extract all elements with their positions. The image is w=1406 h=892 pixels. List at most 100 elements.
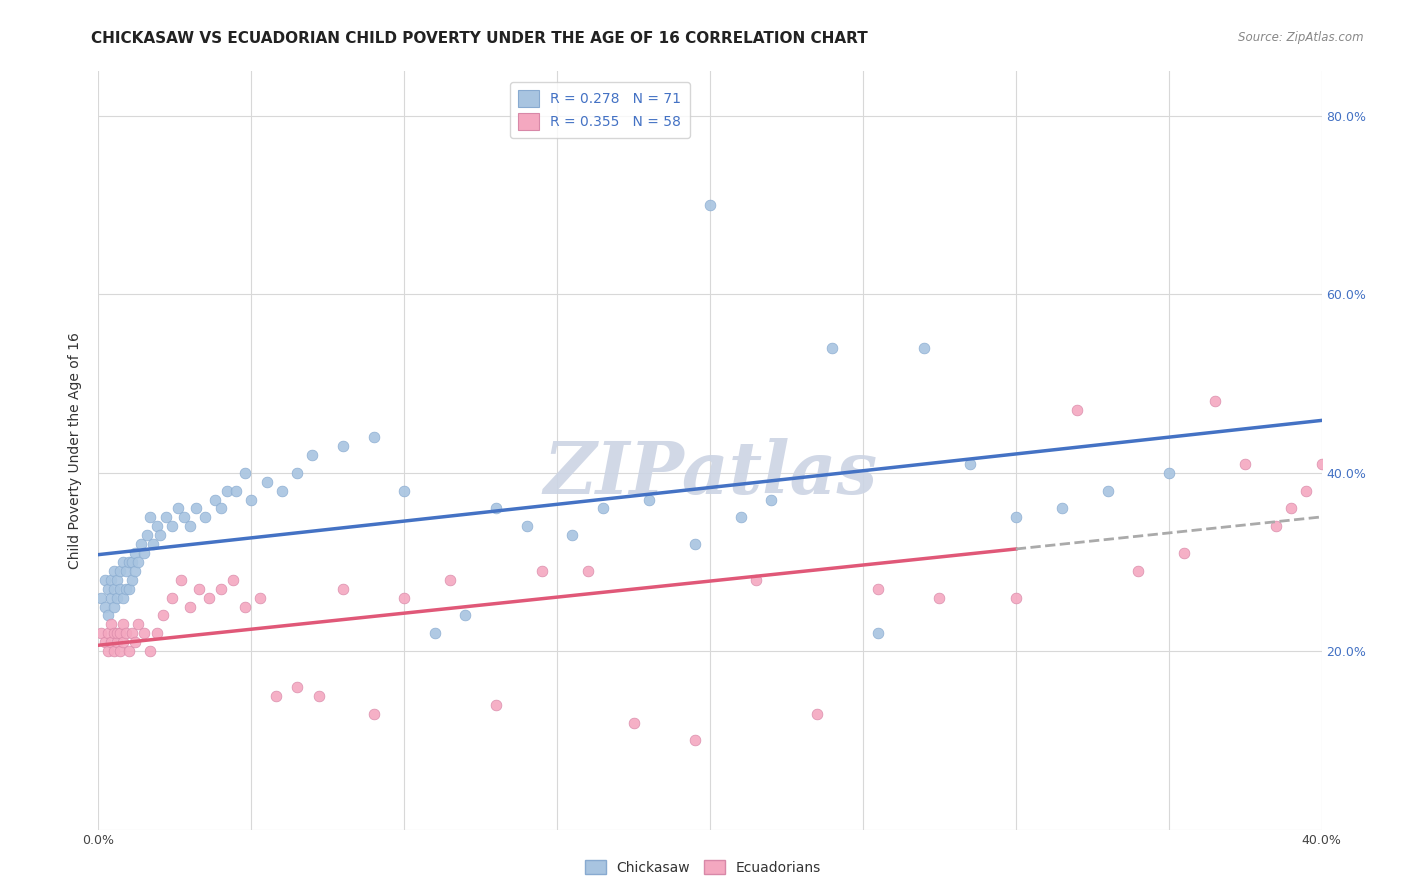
Legend: R = 0.278   N = 71, R = 0.355   N = 58: R = 0.278 N = 71, R = 0.355 N = 58 <box>510 82 690 138</box>
Point <box>170 573 193 587</box>
Point <box>105 635 128 649</box>
Point <box>97 644 120 658</box>
Point <box>912 341 935 355</box>
Point <box>108 564 131 578</box>
Point <box>103 564 125 578</box>
Point <box>225 483 247 498</box>
Point <box>100 617 122 632</box>
Point <box>209 582 232 596</box>
Point <box>1204 394 1226 409</box>
Point <box>103 626 125 640</box>
Point <box>134 546 156 560</box>
Point <box>1264 519 1286 533</box>
Point <box>868 626 890 640</box>
Point <box>637 492 661 507</box>
Point <box>111 591 134 605</box>
Point <box>121 573 143 587</box>
Point <box>139 644 162 658</box>
Point <box>1279 501 1302 516</box>
Point <box>222 573 245 587</box>
Point <box>392 483 416 498</box>
Point <box>209 501 232 516</box>
Point <box>152 608 174 623</box>
Point <box>111 635 134 649</box>
Point <box>1173 546 1195 560</box>
Point <box>118 582 141 596</box>
Point <box>806 706 828 721</box>
Point <box>97 626 120 640</box>
Point <box>121 626 143 640</box>
Point <box>249 591 271 605</box>
Point <box>179 519 201 533</box>
Point <box>285 680 308 694</box>
Point <box>363 430 385 444</box>
Point <box>215 483 238 498</box>
Point <box>115 626 138 640</box>
Point <box>332 582 354 596</box>
Text: CHICKASAW VS ECUADORIAN CHILD POVERTY UNDER THE AGE OF 16 CORRELATION CHART: CHICKASAW VS ECUADORIAN CHILD POVERTY UN… <box>91 31 868 46</box>
Point <box>1310 457 1333 471</box>
Point <box>1157 466 1180 480</box>
Point <box>108 626 131 640</box>
Point <box>1128 564 1150 578</box>
Point <box>167 501 190 516</box>
Point <box>127 555 149 569</box>
Point <box>240 492 263 507</box>
Point <box>160 519 183 533</box>
Point <box>139 510 162 524</box>
Point <box>160 591 183 605</box>
Point <box>1234 457 1257 471</box>
Point <box>1295 483 1317 498</box>
Point <box>100 591 122 605</box>
Point <box>103 599 125 614</box>
Point <box>105 626 128 640</box>
Point <box>439 573 461 587</box>
Point <box>868 582 890 596</box>
Point <box>121 555 143 569</box>
Y-axis label: Child Poverty Under the Age of 16: Child Poverty Under the Age of 16 <box>69 332 83 569</box>
Text: Source: ZipAtlas.com: Source: ZipAtlas.com <box>1239 31 1364 45</box>
Point <box>821 341 844 355</box>
Point <box>332 439 354 453</box>
Legend: Chickasaw, Ecuadorians: Chickasaw, Ecuadorians <box>579 855 827 880</box>
Point <box>124 564 146 578</box>
Point <box>90 626 112 640</box>
Point <box>530 564 553 578</box>
Point <box>576 564 599 578</box>
Point <box>285 466 308 480</box>
Point <box>197 591 219 605</box>
Point <box>194 510 217 524</box>
Point <box>1004 591 1026 605</box>
Point <box>103 644 125 658</box>
Point <box>90 591 112 605</box>
Point <box>592 501 614 516</box>
Point <box>136 528 159 542</box>
Point <box>100 635 122 649</box>
Point <box>1050 501 1073 516</box>
Point <box>423 626 446 640</box>
Point <box>124 546 146 560</box>
Point <box>204 492 226 507</box>
Point <box>233 466 256 480</box>
Point <box>759 492 782 507</box>
Point <box>129 537 152 551</box>
Point <box>264 689 287 703</box>
Point <box>142 537 165 551</box>
Point <box>111 555 134 569</box>
Point <box>308 689 330 703</box>
Point <box>173 510 195 524</box>
Point <box>270 483 292 498</box>
Point <box>124 635 146 649</box>
Point <box>1004 510 1026 524</box>
Point <box>118 644 141 658</box>
Point <box>97 608 120 623</box>
Point <box>959 457 981 471</box>
Point <box>179 599 201 614</box>
Point <box>145 519 167 533</box>
Point <box>683 537 706 551</box>
Point <box>516 519 538 533</box>
Point <box>1066 403 1088 417</box>
Point <box>103 582 125 596</box>
Point <box>188 582 211 596</box>
Point <box>745 573 768 587</box>
